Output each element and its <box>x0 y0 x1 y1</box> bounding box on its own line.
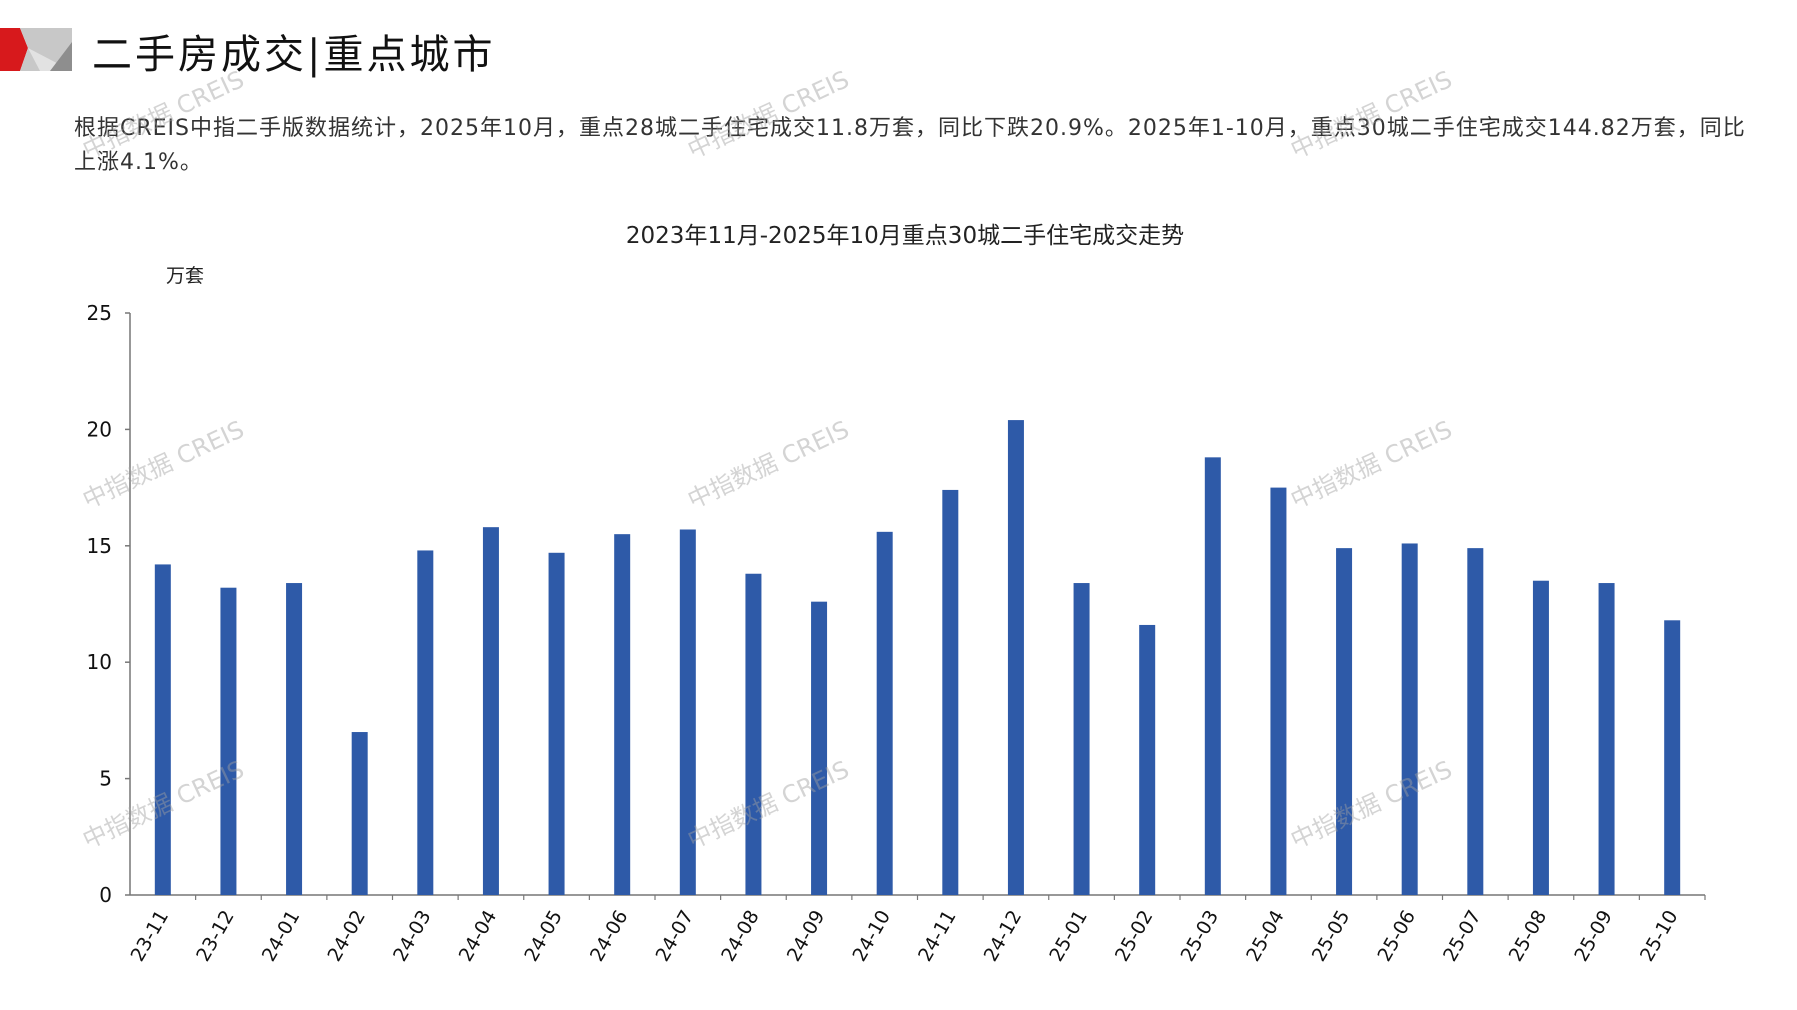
x-tick-label: 25-02 <box>1111 907 1158 966</box>
x-tick-label: 24-02 <box>323 907 370 966</box>
y-tick-label: 15 <box>87 534 112 558</box>
x-tick-label: 25-05 <box>1308 907 1355 966</box>
bar-24-08 <box>745 573 762 895</box>
x-tick-label: 25-09 <box>1570 907 1617 966</box>
bar-24-12 <box>1007 420 1024 895</box>
x-tick-label: 24-10 <box>848 907 895 966</box>
x-tick-label: 25-07 <box>1439 907 1486 966</box>
page-title: 二手房成交|重点城市 <box>92 32 496 78</box>
y-tick-label: 20 <box>87 417 112 441</box>
x-tick-label: 24-03 <box>389 907 436 966</box>
x-tick-label: 24-07 <box>651 907 698 966</box>
bar-23-11 <box>154 564 171 895</box>
bar-25-01 <box>1073 583 1090 895</box>
y-tick-label: 0 <box>99 883 112 907</box>
x-tick-label: 25-01 <box>1045 907 1092 966</box>
x-tick-label: 24-11 <box>914 907 961 966</box>
chart-title: 2023年11月-2025年10月重点30城二手住宅成交走势 <box>626 223 1184 249</box>
bar-24-09 <box>811 601 828 895</box>
y-tick-label: 25 <box>87 301 112 325</box>
x-tick-label: 23-12 <box>192 907 239 966</box>
bar-25-10 <box>1664 620 1681 895</box>
bar-24-04 <box>482 527 499 895</box>
x-tick-label: 23-11 <box>126 907 173 966</box>
x-tick-label: 24-08 <box>717 907 764 966</box>
bar-25-08 <box>1532 580 1549 895</box>
bar-24-05 <box>548 552 565 895</box>
x-tick-label: 24-05 <box>520 907 567 966</box>
x-tick-label: 25-06 <box>1373 907 1420 966</box>
x-tick-label: 25-03 <box>1176 907 1223 966</box>
bar-25-02 <box>1139 624 1156 895</box>
x-tick-label: 24-12 <box>980 907 1027 966</box>
x-tick-label: 25-08 <box>1505 907 1552 966</box>
y-tick-label: 10 <box>87 650 112 674</box>
bar-25-06 <box>1401 543 1418 895</box>
bar-23-12 <box>220 587 237 895</box>
bar-24-02 <box>351 732 368 895</box>
brand-logo <box>0 28 72 71</box>
bar-24-10 <box>876 531 893 895</box>
bar-25-03 <box>1204 457 1221 895</box>
bar-24-07 <box>679 529 696 895</box>
bar-24-06 <box>614 534 631 895</box>
x-tick-label: 24-01 <box>258 907 305 966</box>
summary-text: 根据CREIS中指二手版数据统计，2025年10月，重点28城二手住宅成交11.… <box>74 116 1746 175</box>
bar-25-05 <box>1336 548 1353 895</box>
x-tick-label: 24-04 <box>455 907 502 966</box>
bar-25-04 <box>1270 487 1287 895</box>
x-tick-label: 25-04 <box>1242 907 1289 966</box>
y-axis-unit-label: 万套 <box>166 265 204 287</box>
bar-25-09 <box>1598 583 1615 895</box>
bar-24-11 <box>942 489 959 895</box>
bar-25-07 <box>1467 548 1484 895</box>
x-tick-label: 24-06 <box>586 907 633 966</box>
x-tick-label: 24-09 <box>783 907 830 966</box>
x-tick-label: 25-10 <box>1636 907 1683 966</box>
bar-24-01 <box>286 583 303 895</box>
bar-24-03 <box>417 550 434 895</box>
y-tick-label: 5 <box>99 767 112 791</box>
